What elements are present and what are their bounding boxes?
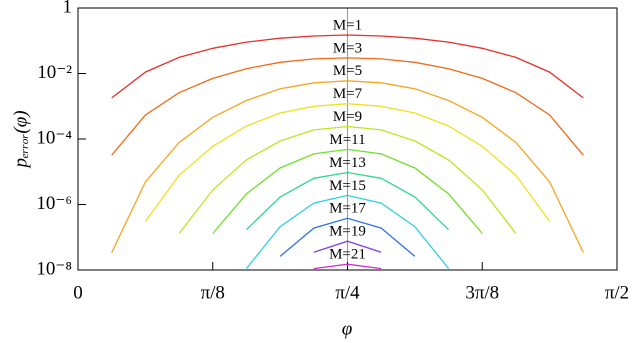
x-tick-label: π/8 <box>201 282 225 303</box>
x-tick-label: π/4 <box>335 282 360 303</box>
series-label: M=15 <box>329 178 366 194</box>
series-label: M=7 <box>333 86 363 102</box>
series-line <box>178 125 517 234</box>
series-label: M=9 <box>333 109 362 125</box>
series-line <box>245 194 450 270</box>
series-line <box>313 263 382 270</box>
x-tick-label: 3π/8 <box>465 282 499 303</box>
y-axis-label: pₑᵣᵣₒᵣ(φ) <box>10 110 31 169</box>
x-tick-label: π/2 <box>605 282 629 303</box>
series-label: M=19 <box>329 224 366 240</box>
series-label: M=17 <box>329 201 366 217</box>
series-label: M=13 <box>329 155 366 171</box>
series-line <box>212 148 483 234</box>
y-tick-label: 10⁻⁸ <box>36 258 72 279</box>
y-tick-label: 10⁻⁶ <box>36 193 72 214</box>
y-tick-label: 10⁻² <box>37 62 72 83</box>
series-line <box>111 34 584 99</box>
x-tick-label: 0 <box>73 282 83 303</box>
series-label: M=11 <box>329 132 365 148</box>
y-tick-label: 1 <box>63 0 73 17</box>
series-label: M=3 <box>333 40 362 56</box>
series-label: M=5 <box>333 63 362 79</box>
series-line <box>313 240 382 253</box>
series-line <box>279 217 416 257</box>
series-line <box>111 80 584 253</box>
series-label: M=1 <box>333 17 362 33</box>
y-tick-label: 10⁻⁴ <box>36 127 72 148</box>
x-axis-label: φ <box>342 318 353 339</box>
series-line <box>144 103 551 222</box>
series-label: M=21 <box>329 247 366 263</box>
series-line <box>111 57 584 156</box>
series-line <box>245 171 450 231</box>
